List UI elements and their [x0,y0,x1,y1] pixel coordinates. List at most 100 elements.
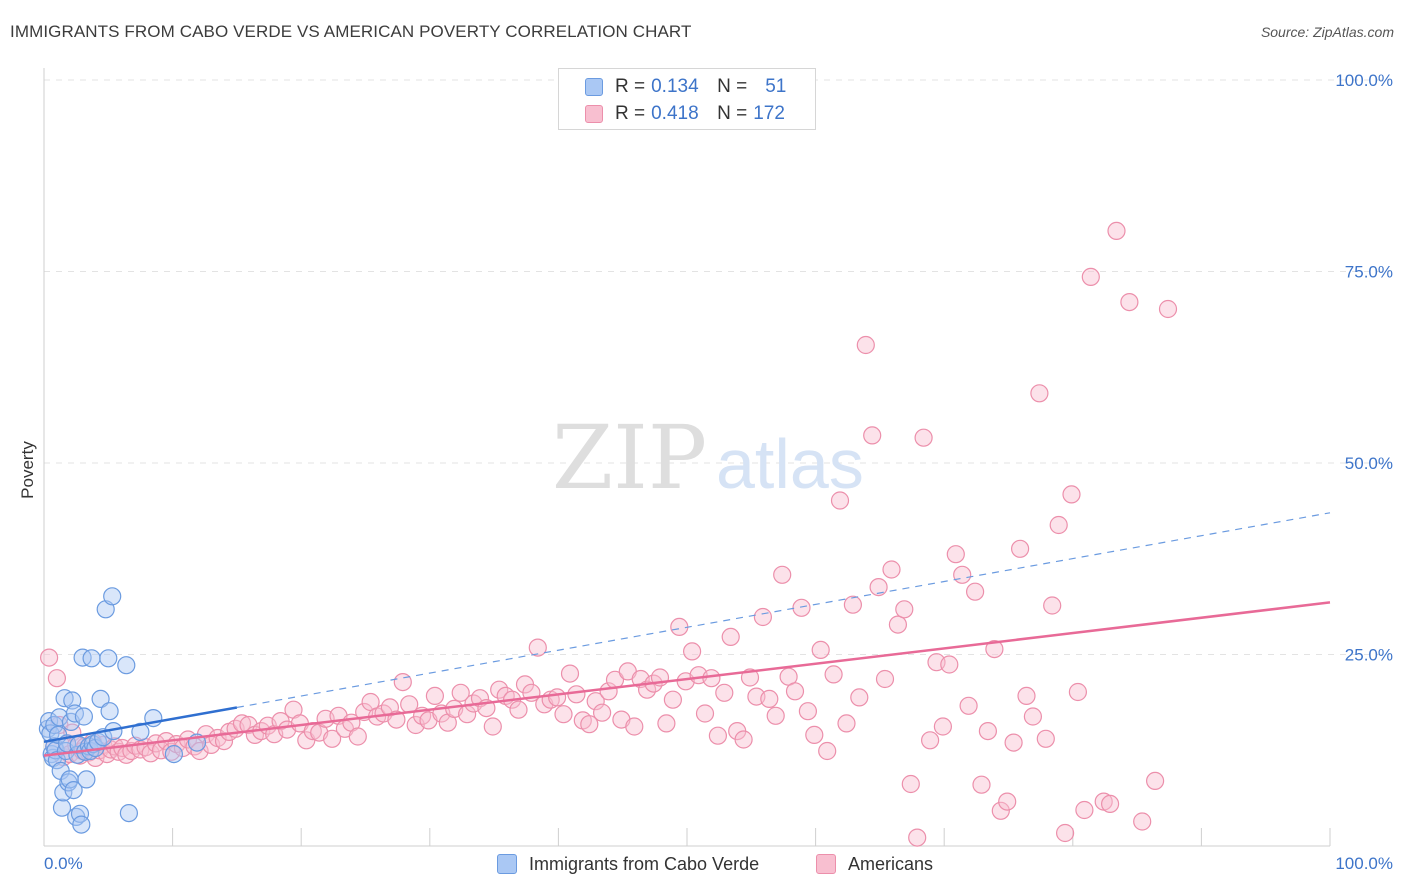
trend-line-americans [43,601,1331,757]
data-point [998,792,1017,811]
legend: R = 0.134 N = 51 R = 0.418 N = 172 [558,68,816,130]
data-point [978,721,998,741]
data-point [1100,794,1120,814]
data-point [74,707,94,726]
data-point [869,577,888,597]
data-point [1010,539,1030,558]
data-point [946,545,965,564]
axes [43,68,1331,847]
chart-title: IMMIGRANTS FROM CABO VERDE VS AMERICAN P… [10,22,692,41]
legend-swatch-pink [585,105,603,123]
data-point [1036,729,1055,748]
data-point [554,705,573,724]
data-point [875,669,895,689]
data-point [882,560,901,579]
data-point [991,801,1010,820]
data-point [785,682,805,701]
bottom-legend-americans[interactable]: Americans [816,853,933,875]
data-point [702,669,721,688]
data-point [798,702,818,721]
trend-lines [43,512,1331,757]
data-point [1017,686,1036,706]
data-point [1081,267,1100,286]
y-axis-label: Poverty [18,441,37,499]
data-point [965,582,985,601]
data-point [940,655,959,674]
data-point [1043,596,1062,615]
data-point [843,595,863,614]
data-point [760,689,779,709]
grid-lines [44,79,1390,655]
legend-n-label: N = [717,76,748,97]
series-americans [39,221,1178,847]
data-point [830,491,850,510]
data-point [117,656,136,675]
bottom-legend-label: Immigrants from Cabo Verde [529,853,760,874]
bottom-legend-swatch-blue [497,854,517,874]
legend-n-value: 172 [753,103,785,124]
data-point [792,598,811,617]
data-point [805,725,824,745]
data-point [1023,707,1043,726]
data-point [708,726,728,745]
data-point [1055,823,1075,843]
data-point [850,688,869,707]
data-point [393,672,412,692]
legend-row-cabo-verde: R = 0.134 N = 51 [585,76,786,98]
data-point [567,685,586,704]
data-point [895,600,914,619]
data-point [625,717,644,736]
data-point [888,615,908,634]
y-tick-label: 75.0% [1345,263,1393,282]
bottom-legend-cabo-verde[interactable]: Immigrants from Cabo Verde [497,853,759,875]
legend-row-americans: R = 0.418 N = 172 [585,103,785,125]
data-point [560,664,580,683]
data-point [141,744,160,763]
legend-r-label: R = [615,103,646,124]
data-point [715,683,734,702]
legend-n-value: 51 [765,76,787,97]
data-point [547,688,567,707]
data-point [82,649,101,668]
bottom-legend-label: Americans [848,853,934,874]
data-point [586,692,605,711]
data-point [451,683,470,702]
data-point [985,639,1004,659]
data-point [47,669,67,688]
data-point [933,717,953,736]
data-point [1004,733,1023,752]
data-point [953,565,972,584]
data-point [721,627,740,647]
data-point [592,703,612,722]
data-point [39,648,59,667]
data-point [1030,384,1049,403]
y-tick-label: 25.0% [1345,646,1393,665]
x-tick-label: 0.0% [44,854,83,873]
series-cabo-verde [38,587,207,834]
y-tick-label: 100.0% [1335,71,1393,90]
data-point [214,731,234,751]
legend-r-value: 0.418 [651,103,699,124]
data-point [77,770,96,789]
data-point [811,640,830,660]
legend-swatch-blue [585,78,603,96]
data-point [682,642,702,661]
watermark-atlas: atlas [716,425,864,503]
data-point [119,803,138,823]
data-point [734,730,753,749]
data-point [100,702,119,721]
data-point [103,587,122,606]
data-point [348,727,367,746]
tick-labels: 25.0% 50.0% 75.0% 100.0% 0.0% 100.0% [44,71,1393,873]
data-point [72,815,91,834]
data-point [1068,682,1088,702]
data-point [695,704,715,723]
data-point [64,780,83,800]
data-point [164,744,183,764]
data-point [1049,515,1068,535]
data-point [99,649,118,668]
data-point [670,617,689,637]
data-point [1120,293,1139,312]
data-point [1075,800,1094,820]
